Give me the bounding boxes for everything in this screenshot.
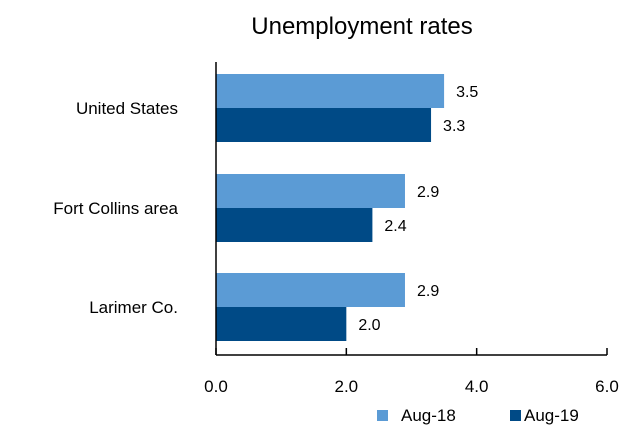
bar-aug-18-0 [216, 74, 445, 108]
bar-aug-18-1 [216, 174, 405, 208]
x-tick-label: 2.0 [335, 377, 359, 396]
legend: Aug-18 Aug-19 [377, 406, 579, 425]
x-tick-label: 0.0 [204, 377, 228, 396]
value-label: 2.0 [358, 317, 380, 334]
category-label: United States [76, 99, 178, 118]
value-label: 2.9 [417, 283, 439, 300]
chart-title: Unemployment rates [251, 13, 472, 40]
x-tick-label: 6.0 [595, 377, 619, 396]
legend-label: Aug-19 [524, 406, 579, 425]
x-tick-label: 4.0 [465, 377, 489, 396]
bar-aug-19-0 [216, 108, 432, 142]
category-label: Fort Collins area [53, 199, 178, 218]
category-label: Larimer Co. [89, 298, 178, 317]
value-label: 2.4 [384, 218, 406, 235]
value-label: 2.9 [417, 184, 439, 201]
value-label: 3.3 [443, 118, 465, 135]
legend-label: Aug-18 [401, 406, 456, 425]
value-label: 3.5 [456, 84, 478, 101]
legend-swatch [510, 410, 521, 421]
bar-aug-19-2 [216, 307, 347, 341]
plot-area: 3.5 3.3 United States 2.9 2.4 Fort Collins ar… [53, 62, 619, 396]
legend-swatch [377, 410, 388, 421]
bar-aug-18-2 [216, 273, 405, 307]
bar-aug-19-1 [216, 208, 373, 242]
